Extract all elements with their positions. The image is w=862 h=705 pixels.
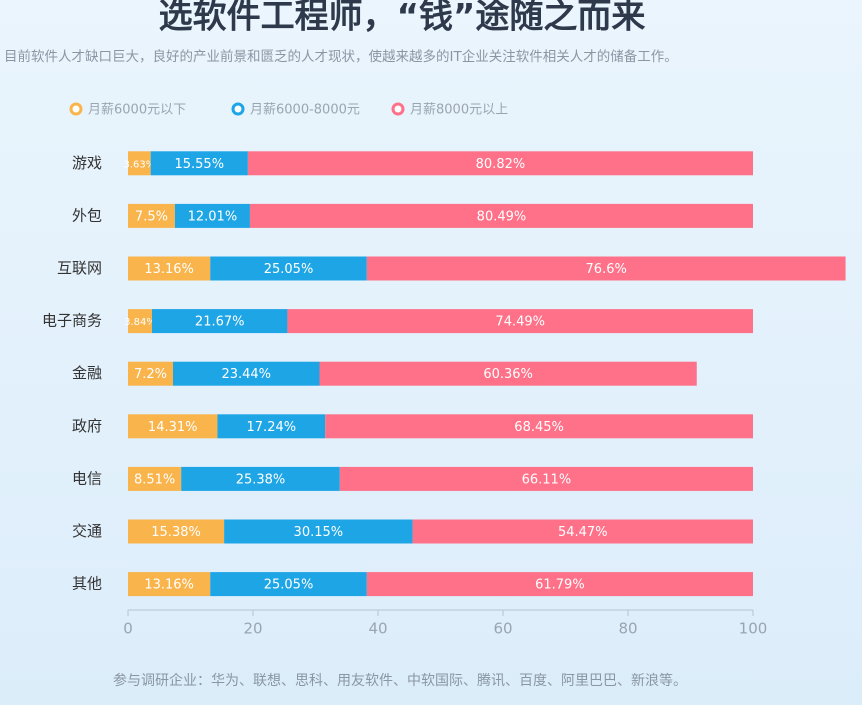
bar-segment	[339, 466, 753, 491]
value-label: 14.31%	[148, 420, 198, 435]
category-label: 电信	[72, 469, 102, 487]
value-label: 15.55%	[174, 157, 224, 172]
legend-marker	[391, 102, 405, 116]
value-label: 25.05%	[264, 578, 314, 593]
category-label: 政府	[72, 417, 102, 435]
bar-segment	[249, 203, 753, 228]
bar-segment	[366, 572, 753, 597]
category-label: 电子商务	[42, 312, 102, 330]
bar-segment	[150, 151, 248, 176]
bar-segment	[287, 309, 753, 334]
value-label: 23.44%	[221, 367, 271, 382]
legend-label: 月薪6000元以下	[88, 103, 186, 118]
legend-marker	[231, 102, 245, 116]
bar-segment	[319, 361, 697, 386]
value-label: 30.15%	[294, 525, 344, 540]
value-label: 80.49%	[477, 209, 527, 224]
bar-segment	[128, 309, 152, 334]
category-label: 互联网	[57, 259, 102, 277]
chart-subtitle: 目前软件人才缺口巨大，良好的产业前景和匮乏的人才现状，使越来越多的IT企业关注软…	[4, 48, 678, 65]
bar-segment	[128, 519, 225, 544]
category-label: 外包	[72, 206, 102, 224]
legend-marker	[69, 102, 83, 116]
bar-segment	[224, 519, 413, 544]
value-label: 21.67%	[195, 315, 245, 330]
chart-note: 参与调研企业：华为、联想、思科、用友软件、中软国际、腾讯、百度、阿里巴巴、新浪等…	[113, 672, 687, 689]
bar-segment	[217, 414, 326, 439]
value-label: 17.24%	[247, 420, 297, 435]
value-label: 74.49%	[495, 315, 545, 330]
category-label: 游戏	[72, 154, 102, 172]
x-tick-label: 60	[493, 620, 512, 638]
bar-segment	[128, 256, 211, 281]
x-tick-label: 0	[123, 620, 133, 638]
value-label: 12.01%	[188, 209, 238, 224]
value-label: 80.82%	[476, 157, 526, 172]
category-label: 金融	[72, 364, 102, 382]
value-label: 68.45%	[514, 420, 564, 435]
chart-title: 选软件工程师，“钱”途随之而来	[159, 0, 646, 37]
value-label: 7.5%	[135, 209, 168, 224]
bar-segment	[412, 519, 753, 544]
bar-segment	[181, 466, 340, 491]
value-label: 13.16%	[144, 262, 194, 277]
x-tick-label: 20	[243, 620, 262, 638]
bar-segment	[366, 256, 846, 281]
bar-segment	[128, 466, 182, 491]
bar-segment	[152, 309, 288, 334]
value-label: 3.84%	[124, 317, 156, 328]
x-tick-label: 100	[739, 620, 768, 638]
x-tick-label: 80	[618, 620, 637, 638]
legend-label: 月薪8000元以上	[410, 103, 508, 118]
bar-segment	[247, 151, 753, 176]
value-label: 25.38%	[236, 472, 286, 487]
bar-segment	[325, 414, 753, 439]
value-label: 54.47%	[558, 525, 608, 540]
category-label: 交通	[72, 522, 102, 540]
legend-label: 月薪6000-8000元	[250, 103, 360, 118]
value-label: 7.2%	[134, 367, 167, 382]
bar-segment	[128, 361, 173, 386]
value-label: 60.36%	[483, 367, 533, 382]
value-label: 3.63%	[123, 159, 155, 170]
bar-segment	[173, 361, 320, 386]
bar-segment	[128, 572, 211, 597]
bar-segment	[128, 151, 151, 176]
bar-segment	[128, 203, 175, 228]
bar-segment	[174, 203, 250, 228]
value-label: 66.11%	[522, 472, 572, 487]
bar-segment	[128, 414, 218, 439]
bar-segment	[210, 256, 367, 281]
value-label: 76.6%	[586, 262, 627, 277]
value-label: 8.51%	[134, 472, 175, 487]
value-label: 25.05%	[264, 262, 314, 277]
value-label: 61.79%	[535, 578, 585, 593]
bar-segment	[210, 572, 367, 597]
value-label: 13.16%	[144, 578, 194, 593]
category-label: 其他	[72, 575, 102, 593]
value-label: 15.38%	[151, 525, 201, 540]
x-tick-label: 40	[368, 620, 387, 638]
